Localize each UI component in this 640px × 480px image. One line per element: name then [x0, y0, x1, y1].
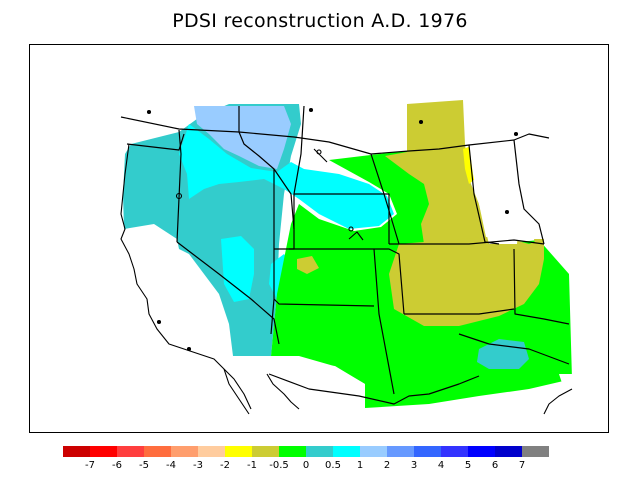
legend-tick-label: 2 [384, 460, 390, 471]
color-legend: -7 -6 -5 -4 -3 -2 -1 -0.5 0 0.5 1 2 3 4 5 6 7 [63, 446, 549, 471]
border-dakotas [468, 144, 500, 245]
legend-tick-label: 6 [492, 460, 498, 471]
pdsi-region-cyan-spot [221, 236, 254, 302]
border-ne-ks [389, 239, 545, 245]
pdsi-region-olive-spot [297, 256, 319, 274]
legend-tick-label: 0 [303, 460, 309, 471]
legend-swatch [495, 446, 522, 457]
map-title: PDSI reconstruction A.D. 1976 [172, 10, 468, 32]
island-baja [156, 319, 162, 325]
legend-swatch [360, 446, 387, 457]
legend-tick-label: 3 [411, 460, 417, 471]
border-ks-ok [404, 308, 515, 315]
legend-swatch [441, 446, 468, 457]
legend-tick-label: -0.5 [269, 460, 289, 471]
legend-tick-label: 4 [438, 460, 444, 471]
coastline-gulf-california [266, 373, 300, 410]
legend-tick-label: -4 [166, 460, 176, 471]
coastline-pacific [120, 143, 252, 410]
pdsi-region-teal-west [123, 104, 301, 356]
lake-4 [418, 119, 424, 125]
lake-3 [175, 192, 183, 200]
legend-swatch [171, 446, 198, 457]
legend-tick-label: 1 [357, 460, 363, 471]
border-mexico [268, 373, 480, 405]
lake-2 [348, 226, 354, 232]
border-texas [458, 333, 570, 365]
border-mt-dakota [370, 153, 400, 245]
legend-swatch [90, 446, 117, 457]
coastline [120, 107, 573, 415]
pdsi-region-teal-southeast [477, 339, 529, 369]
legend-swatch [252, 446, 279, 457]
border-ut-az [273, 298, 375, 307]
border-id-mt [238, 106, 295, 230]
legend-tick-label: -2 [220, 460, 230, 471]
border-or-wa [126, 133, 185, 151]
border-east [513, 139, 545, 245]
legend-swatch [333, 446, 360, 457]
legend-tick-labels: -7 -6 -5 -4 -3 -2 -1 -0.5 0 0.5 1 2 3 4 5 6 7 [85, 460, 525, 471]
coastline-gulf-mexico [543, 388, 573, 415]
pdsi-nodata-southeast-corner [559, 374, 572, 389]
island-channel [186, 346, 192, 352]
legend-tick-label: -5 [139, 460, 149, 471]
border-ca-nv [176, 129, 182, 243]
pdsi-field [123, 100, 572, 408]
border-az-nm [373, 248, 395, 395]
legend-swatch [468, 446, 495, 457]
pdsi-region-cyan-band [179, 124, 394, 229]
legend-swatch [63, 446, 90, 457]
border-wy [294, 193, 390, 244]
lake-6 [513, 131, 519, 137]
legend-tick-label: 0.5 [325, 460, 341, 471]
legend-swatch [387, 446, 414, 457]
map-frame [29, 44, 609, 433]
legend-tick-label: 7 [519, 460, 525, 471]
coastline-baja [223, 368, 250, 415]
legend-swatch [225, 446, 252, 457]
legend-swatch [414, 446, 441, 457]
legend-swatch [279, 446, 306, 457]
border-ok-tx [513, 248, 570, 325]
pdsi-region-lightblue-north [194, 106, 291, 169]
legend-swatches [63, 446, 549, 457]
lake-5 [504, 209, 510, 215]
legend-swatch [144, 446, 171, 457]
legend-tick-label: 5 [465, 460, 471, 471]
island-2 [308, 107, 314, 113]
lake-salt [313, 148, 328, 163]
pdsi-nodata-ne [469, 142, 521, 244]
border-ca-nv-diagonal [176, 241, 280, 345]
border-upper-midwest [513, 133, 550, 141]
legend-tick-label: -7 [85, 460, 95, 471]
island-1 [146, 109, 152, 115]
legend-tick-label: -3 [193, 460, 203, 471]
legend-tick-label: -6 [112, 460, 122, 471]
legend-swatch [117, 446, 144, 457]
legend-tick-label: -1 [247, 460, 257, 471]
lake-colorado [348, 231, 364, 241]
pdsi-region-olive-north [385, 100, 487, 251]
border-co [289, 248, 405, 315]
legend-swatch [306, 446, 333, 457]
pdsi-region-olive-south [389, 236, 544, 326]
political-boundaries [120, 105, 570, 405]
border-canada [120, 116, 515, 155]
pdsi-nodata-sw [309, 364, 365, 408]
legend-swatch [522, 446, 549, 457]
legend-swatch [198, 446, 225, 457]
